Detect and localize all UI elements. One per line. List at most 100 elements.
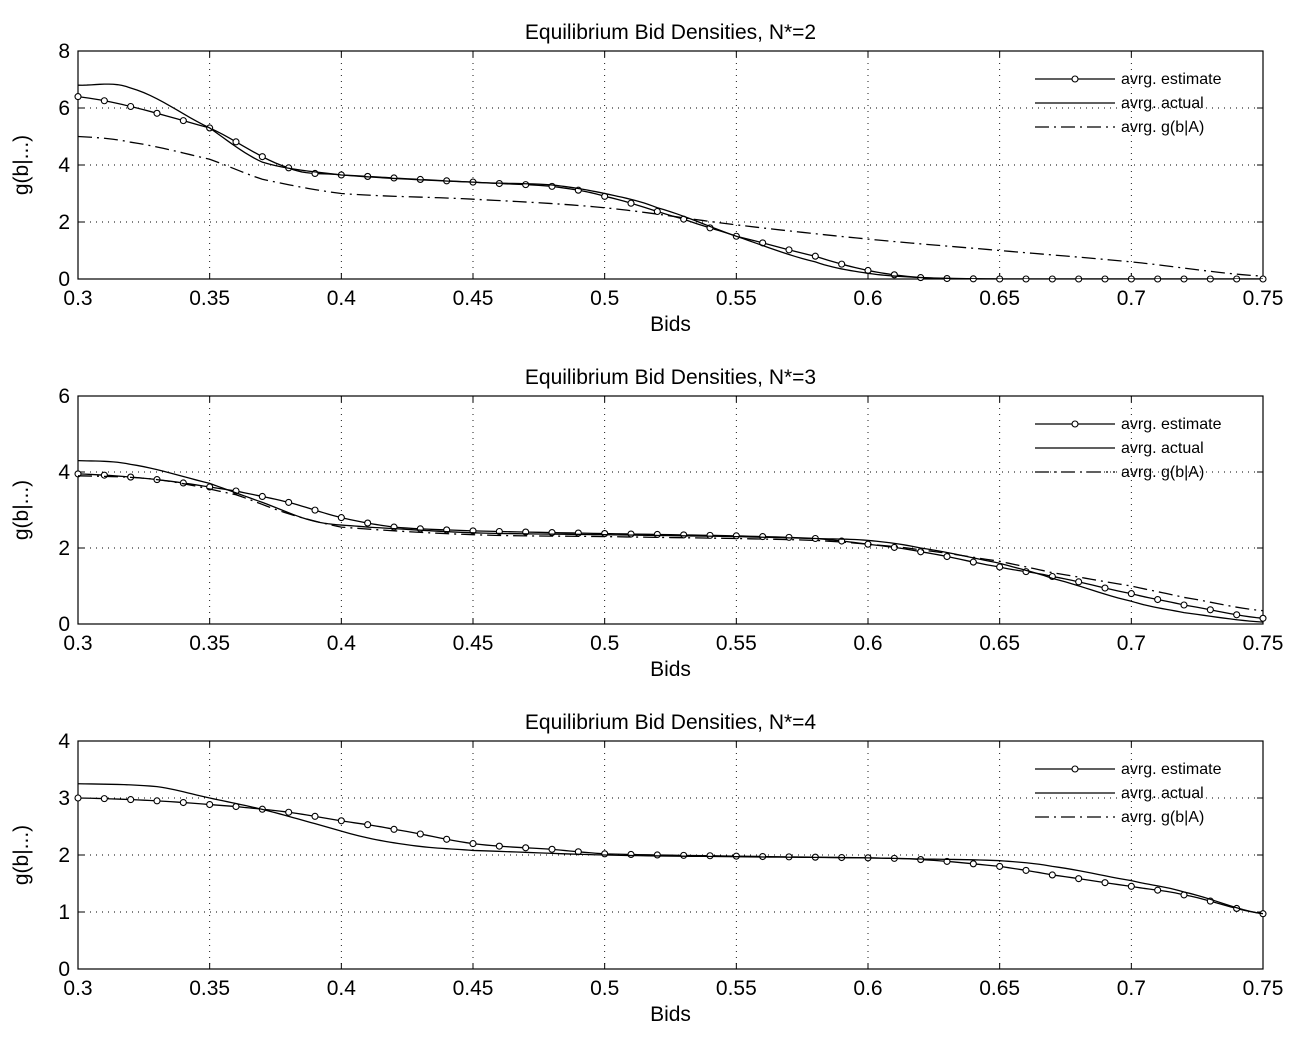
data-point — [785, 246, 793, 254]
data-point — [364, 821, 372, 829]
x-tick-label: 0.45 — [453, 977, 494, 1000]
series-line-2 — [78, 83, 1263, 279]
data-point — [1259, 614, 1267, 622]
data-point — [100, 471, 108, 479]
x-tick-label: 0.35 — [189, 287, 230, 310]
legend-entry-1: avrg. estimate — [1121, 71, 1222, 88]
data-point — [969, 860, 977, 868]
data-point — [680, 851, 688, 859]
legend-entry-2: avrg. actual — [1121, 785, 1204, 802]
data-point — [469, 840, 477, 848]
data-point — [179, 798, 187, 807]
y-tick-label: 4 — [58, 730, 70, 753]
data-point — [1127, 590, 1135, 598]
data-point — [232, 138, 240, 146]
data-point — [100, 97, 108, 105]
data-point — [127, 102, 135, 111]
data-point — [74, 93, 82, 101]
data-point — [390, 825, 398, 833]
data-point — [311, 506, 319, 514]
data-point — [285, 808, 293, 816]
legend-entry-3: avrg. g(b|A) — [1121, 809, 1204, 826]
x-tick-label: 0.35 — [189, 632, 230, 655]
data-point — [285, 498, 293, 506]
x-tick-label: 0.5 — [590, 977, 619, 1000]
data-point — [1206, 606, 1214, 614]
legend-entry-1: avrg. estimate — [1121, 761, 1222, 778]
y-tick-label: 0 — [58, 268, 70, 291]
x-tick-label: 0.4 — [327, 632, 357, 655]
x-tick-label: 0.45 — [453, 287, 494, 310]
data-point — [1075, 578, 1083, 586]
data-point — [522, 181, 530, 189]
x-tick-label: 0.55 — [716, 977, 757, 1000]
x-tick-label: 0.3 — [63, 287, 92, 310]
legend-marker — [1071, 420, 1079, 428]
data-point — [179, 117, 187, 125]
data-point — [179, 479, 187, 487]
x-tick-label: 0.75 — [1243, 632, 1284, 655]
data-point — [601, 850, 609, 858]
data-point — [890, 271, 898, 279]
y-tick-label: 1 — [58, 901, 70, 924]
y-tick-label: 2 — [58, 537, 70, 560]
data-point — [1127, 882, 1135, 890]
data-point — [1233, 611, 1241, 619]
data-point — [74, 794, 82, 802]
data-point — [206, 800, 214, 809]
data-point — [627, 199, 635, 207]
x-tick-label: 0.7 — [1117, 287, 1146, 310]
plot-area — [77, 50, 1264, 280]
data-point — [258, 492, 266, 501]
data-point — [653, 207, 661, 216]
legend-entry-3: avrg. g(b|A) — [1121, 119, 1204, 136]
y-tick-label: 0 — [58, 958, 70, 981]
data-point — [653, 851, 661, 859]
data-point — [1101, 584, 1109, 592]
series-line-3 — [78, 475, 1263, 612]
legend-entry-1: avrg. estimate — [1121, 416, 1222, 433]
chart-panel-3: 0.3 0.35 0.4 0.45 0.5 0.55 0.6 0.65 0.7 0.75 0 1 2 3 4… — [10, 711, 1283, 1026]
data-point — [495, 842, 503, 850]
data-point — [838, 260, 846, 268]
data-point — [1101, 879, 1109, 887]
data-point — [1154, 595, 1162, 604]
x-tick-label: 0.65 — [979, 977, 1020, 1000]
data-point — [100, 795, 108, 803]
series-line-3 — [78, 135, 1263, 277]
data-point — [996, 862, 1004, 870]
y-tick-label: 3 — [58, 787, 70, 810]
data-point — [627, 850, 635, 859]
y-axis-label: g(b|...) — [10, 825, 33, 885]
x-tick-label: 0.4 — [327, 977, 357, 1000]
y-tick-label: 8 — [58, 40, 70, 63]
data-point — [337, 817, 345, 825]
y-tick-label: 2 — [58, 211, 70, 234]
x-tick-label: 0.65 — [979, 632, 1020, 655]
data-point — [311, 812, 319, 820]
data-point — [522, 844, 530, 852]
chart-title: Equilibrium Bid Densities, N*=3 — [525, 366, 816, 389]
legend-entry-2: avrg. actual — [1121, 440, 1204, 457]
chart-title: Equilibrium Bid Densities, N*=4 — [525, 711, 817, 734]
data-point — [153, 797, 161, 805]
chart-title: Equilibrium Bid Densities, N*=2 — [525, 21, 816, 44]
y-tick-label: 4 — [58, 154, 70, 177]
series-line-2 — [78, 459, 1263, 623]
x-tick-label: 0.75 — [1243, 287, 1284, 310]
data-point — [337, 514, 345, 522]
x-tick-label: 0.65 — [979, 287, 1020, 310]
data-point — [127, 796, 135, 804]
data-point — [653, 530, 661, 539]
x-tick-label: 0.7 — [1117, 977, 1146, 1000]
data-point — [969, 558, 977, 566]
data-point — [574, 529, 582, 537]
y-tick-label: 2 — [58, 844, 70, 867]
y-axis-label: g(b|...) — [10, 135, 33, 195]
x-tick-label: 0.3 — [63, 977, 92, 1000]
series-line-2 — [78, 783, 1263, 915]
x-axis-label: Bids — [650, 658, 691, 681]
x-tick-label: 0.6 — [853, 977, 882, 1000]
data-point — [1022, 866, 1030, 874]
